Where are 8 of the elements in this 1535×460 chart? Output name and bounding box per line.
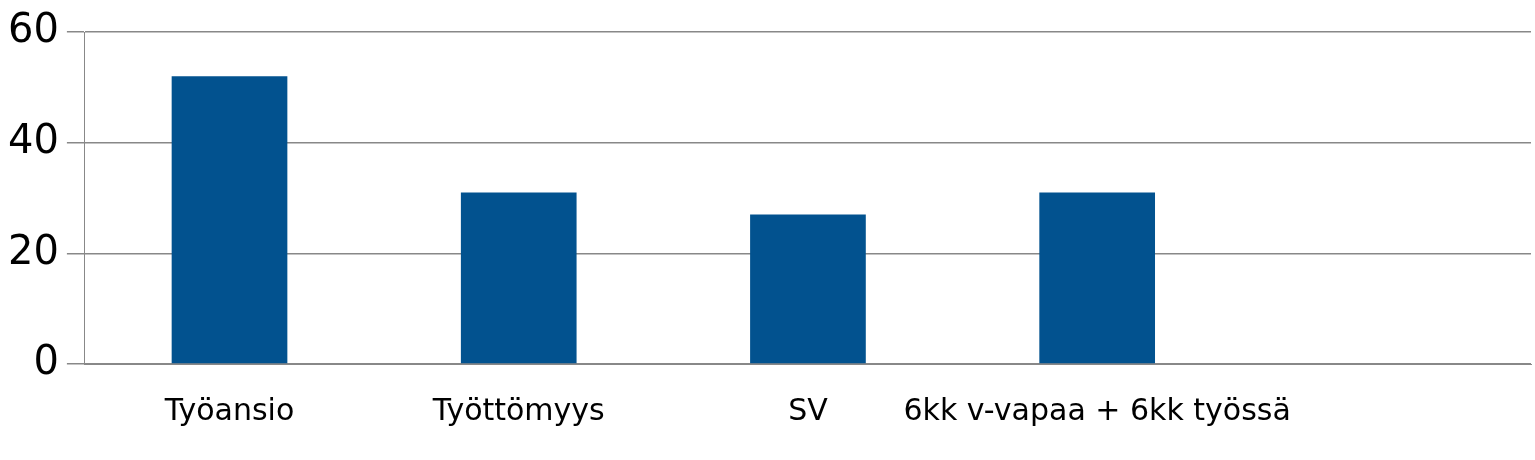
- x-tick-label: Työansio: [163, 391, 295, 427]
- x-tick-label: 6kk v-vapaa + 6kk työssä: [903, 391, 1291, 427]
- y-tick-label: 0: [33, 337, 59, 384]
- y-tick-label: 40: [7, 116, 59, 163]
- y-tick-label: 60: [7, 5, 59, 52]
- x-tick-label: SV: [788, 391, 829, 427]
- y-tick-label: 20: [7, 226, 59, 273]
- x-tick-label: Työttömyys: [431, 391, 605, 427]
